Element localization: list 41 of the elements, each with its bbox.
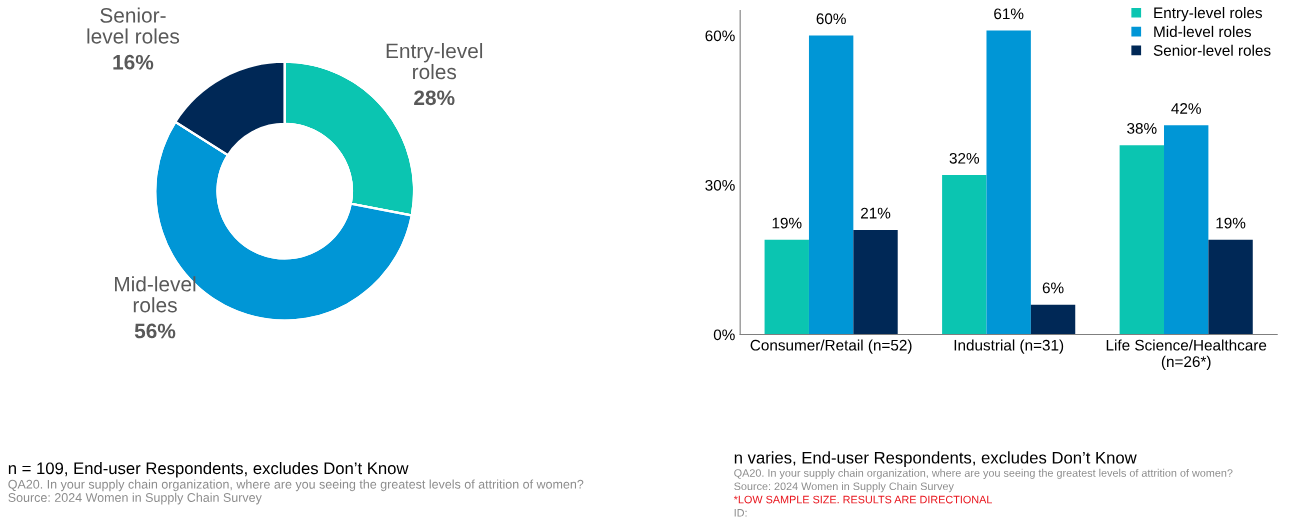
y-tick-label: 0% — [713, 329, 735, 341]
bar — [942, 175, 987, 335]
bar — [1030, 304, 1076, 335]
data-label: 21% — [861, 207, 891, 219]
data-label: 28% — [414, 90, 455, 106]
bar — [764, 239, 809, 335]
text: ID: — [734, 509, 747, 517]
data-label: 61% — [994, 8, 1024, 20]
text: n varies, End-user Respondents, excludes Don’t Know — [734, 451, 1137, 467]
slice-label: Entry-level roles — [386, 43, 483, 80]
data-label: 60% — [816, 13, 846, 25]
source-note: Source: 2024 Women in Supply Chain Survey — [8, 492, 262, 505]
y-tick-label: 30% — [705, 179, 735, 191]
bar — [1164, 125, 1209, 335]
data-label: 42% — [1171, 103, 1201, 114]
slice-label: Mid-level roles — [115, 276, 196, 313]
x-tick-label: Industrial (n=31) — [954, 339, 1064, 354]
data-label: 19% — [772, 217, 802, 229]
text: QA20. In your supply chain organization, where are you seeing the greatest levels of attrition of women? — [734, 468, 1233, 479]
text: *LOW SAMPLE SIZE. RESULTS ARE DIRECTIONAL — [733, 495, 992, 504]
legend-label: Mid-level roles — [1154, 25, 1251, 38]
data-label: 38% — [1127, 123, 1157, 134]
slice-label: Senior- level roles — [87, 7, 180, 44]
bar — [1208, 239, 1253, 335]
bar — [1119, 145, 1165, 335]
bar — [986, 30, 1031, 335]
y-tick-label: 60% — [705, 30, 735, 42]
text: QA20. In your supply chain organization, where are you seeing the greatest levels of attrition of women? — [8, 479, 584, 492]
legend-label: Entry-level roles — [1154, 7, 1263, 22]
x-tick-label: Life Science/Healthcare (n=26*) — [1106, 339, 1267, 371]
data-label: 32% — [949, 152, 980, 164]
bar — [808, 35, 854, 335]
data-label: 6% — [1042, 282, 1064, 294]
bar — [853, 229, 898, 335]
x-tick-label: Consumer/Retail (n=52) — [750, 339, 912, 354]
data-label: 19% — [1216, 217, 1246, 229]
legend-label: Senior-level roles — [1153, 44, 1271, 56]
data-label: 56% — [134, 323, 176, 339]
text: n = 109, End-user Respondents, excludes Don’t Know — [8, 461, 409, 478]
source-note: Source: 2024 Women in Supply Chain Survey — [734, 482, 954, 493]
data-label: 16% — [113, 54, 154, 70]
